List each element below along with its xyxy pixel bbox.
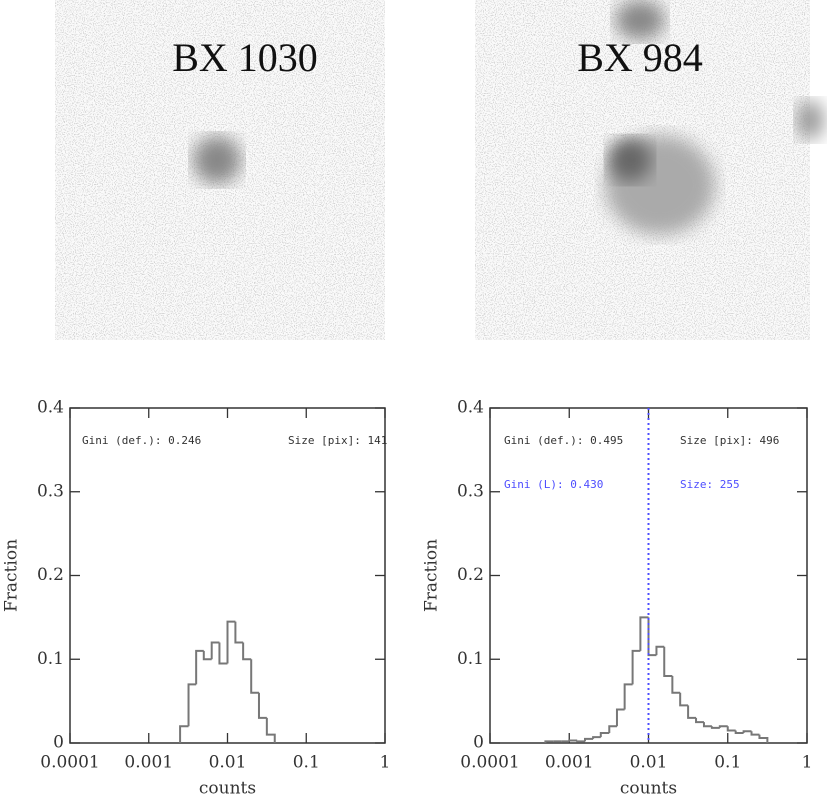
histogram-bin xyxy=(242,642,252,661)
histogram-bin xyxy=(695,717,704,724)
annotation: Size [pix]: 141 xyxy=(288,434,387,447)
histogram-bin xyxy=(647,617,657,657)
histogram-bin xyxy=(631,649,641,685)
histogram-bin xyxy=(576,740,585,743)
histogram-bin xyxy=(608,725,617,733)
y-tick-label: 0.3 xyxy=(37,481,64,501)
histogram-bin xyxy=(679,692,689,707)
histogram-bin xyxy=(718,725,728,728)
x-tick-label: 0.1 xyxy=(714,753,741,773)
histogram-bin xyxy=(179,725,189,743)
histogram-bin xyxy=(234,621,244,644)
y-tick-label: 0 xyxy=(53,733,64,753)
histogram-bin xyxy=(742,730,752,733)
histogram-bin xyxy=(671,676,681,694)
histogram-bin xyxy=(257,692,267,719)
x-tick-label: 0.001 xyxy=(124,753,173,773)
histogram-bin xyxy=(615,708,625,727)
y-axis-label: Fraction xyxy=(2,539,22,612)
histogram-bin xyxy=(639,616,649,651)
histogram-bin xyxy=(544,740,554,743)
histogram-bin xyxy=(663,646,673,677)
histogram-bin xyxy=(202,650,212,661)
histogram-bin xyxy=(592,736,601,739)
histogram-bin xyxy=(583,737,594,742)
y-tick-label: 0.2 xyxy=(457,565,484,585)
y-tick-label: 0 xyxy=(473,733,484,753)
x-tick-label: 0.001 xyxy=(545,753,594,773)
y-tick-label: 0.4 xyxy=(457,398,484,418)
x-tick-label: 1 xyxy=(802,753,813,773)
image-left xyxy=(55,0,385,340)
x-tick-label: 1 xyxy=(380,753,391,773)
annotation: Gini (L): 0.430 xyxy=(504,478,603,491)
histogram-bin xyxy=(655,645,665,656)
histogram-bin xyxy=(250,659,259,694)
x-tick-label: 0.0001 xyxy=(460,753,519,773)
histogram-bin xyxy=(758,734,769,743)
x-tick-label: 0.01 xyxy=(209,753,247,773)
histogram-bin xyxy=(750,731,760,736)
x-axis-label: counts xyxy=(620,779,677,799)
image-title: BX 984 xyxy=(577,35,703,80)
x-axis-label: counts xyxy=(199,779,256,799)
plot-frame xyxy=(69,407,386,744)
histogram-bin xyxy=(195,649,204,685)
histogram-bin xyxy=(599,731,610,738)
y-axis-label: Fraction xyxy=(422,539,442,612)
histogram-bin xyxy=(265,717,276,743)
histogram-bin xyxy=(710,726,720,729)
y-tick-label: 0.1 xyxy=(37,649,64,669)
x-tick-label: 0.0001 xyxy=(40,753,99,773)
y-tick-label: 0.2 xyxy=(37,565,64,585)
histogram-bin xyxy=(734,730,744,734)
histogram-bin xyxy=(187,683,197,727)
annotation: Size: 255 xyxy=(680,478,740,491)
image-right xyxy=(475,0,824,340)
x-tick-label: 0.1 xyxy=(293,753,320,773)
histogram-bin xyxy=(623,683,633,710)
histogram-bin xyxy=(726,726,736,732)
histogram-bin xyxy=(702,722,712,728)
image-title: BX 1030 xyxy=(172,35,318,80)
histogram-bin xyxy=(226,620,236,664)
x-tick-label: 0.01 xyxy=(630,753,668,773)
annotation: Gini (def.): 0.246 xyxy=(82,434,201,447)
histogram-bin xyxy=(687,705,697,719)
y-tick-label: 0.3 xyxy=(457,481,484,501)
annotation: Size [pix]: 496 xyxy=(680,434,779,447)
histogram-bin xyxy=(210,641,220,660)
annotation: Gini (def.): 0.495 xyxy=(504,434,623,447)
y-tick-label: 0.4 xyxy=(37,398,64,418)
histogram-bin xyxy=(568,739,578,742)
histogram-bin xyxy=(218,642,228,665)
y-tick-label: 0.1 xyxy=(457,649,484,669)
